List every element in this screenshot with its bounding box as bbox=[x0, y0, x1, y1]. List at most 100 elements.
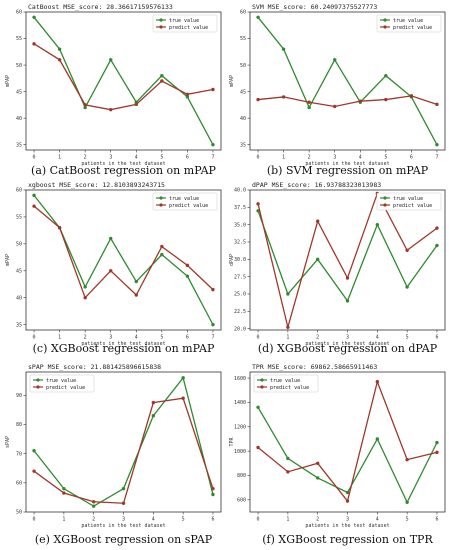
legend-label: predict value bbox=[169, 25, 208, 31]
y-axis-label: mPAP bbox=[5, 254, 11, 266]
y-tick-label: 1600 bbox=[234, 376, 246, 382]
data-point-true-value bbox=[160, 252, 164, 257]
x-tick-label: 6 bbox=[211, 517, 214, 523]
data-point-predict-value bbox=[409, 94, 414, 98]
data-point-true-value bbox=[91, 504, 96, 508]
data-point-predict-value bbox=[134, 293, 138, 297]
data-point-predict-value bbox=[375, 380, 380, 384]
figure-caption: (d) XGBoost regression on dPAP bbox=[258, 342, 438, 355]
data-point-true-value bbox=[281, 47, 286, 51]
chart-panel-4: sPAP MSE_score: 21.881425896615838 0 1 2 3 4 5… bbox=[5, 363, 222, 546]
legend-label: predict value bbox=[393, 203, 432, 209]
plot-frame bbox=[25, 189, 222, 331]
y-tick-label: 800 bbox=[237, 473, 246, 479]
series-line-true-value bbox=[33, 16, 214, 145]
legend-label: true value bbox=[393, 18, 423, 24]
data-point-true-value bbox=[83, 285, 87, 289]
data-point-true-value bbox=[185, 95, 190, 99]
x-tick-label: 5 bbox=[406, 335, 409, 341]
series-line-true-value bbox=[257, 16, 438, 145]
plot-frame bbox=[25, 371, 222, 513]
y-tick-label: 30.0 bbox=[234, 257, 246, 263]
x-tick-label: 4 bbox=[376, 517, 379, 523]
data-point-predict-value bbox=[435, 102, 439, 107]
data-point-predict-value bbox=[121, 501, 126, 505]
data-point-true-value bbox=[211, 492, 215, 497]
data-point-true-value bbox=[83, 105, 87, 110]
y-tick-label: 35 bbox=[240, 142, 246, 148]
x-tick-label: 0 bbox=[257, 335, 260, 341]
x-tick-label: 3 bbox=[346, 517, 349, 523]
data-point-predict-value bbox=[307, 100, 311, 104]
chart-panel-5: TPR MSE_score: 69862.58665911463 0 1 2 3 4 5 6 6… bbox=[229, 363, 446, 546]
data-point-true-value bbox=[286, 456, 290, 461]
y-axis-label: TPR bbox=[229, 436, 235, 446]
y-tick-label: 40.0 bbox=[234, 188, 246, 194]
chart-panel-0: CatBoost MSE_score: 28.36617159576133 0 1 2… bbox=[5, 3, 222, 177]
data-point-predict-value bbox=[256, 445, 260, 450]
data-point-predict-value bbox=[109, 269, 113, 273]
legend-box bbox=[376, 192, 442, 211]
x-tick-label: 3 bbox=[122, 517, 125, 523]
chart-title: SVM MSE_score: 60.24097375527773 bbox=[252, 3, 377, 11]
legend-marker bbox=[260, 378, 264, 382]
x-tick-label: 5 bbox=[160, 335, 163, 341]
legend-marker bbox=[159, 196, 163, 200]
y-axis-label: dPAP bbox=[229, 254, 235, 266]
y-tick-label: 60 bbox=[16, 10, 22, 16]
y-tick-label: 55 bbox=[16, 36, 22, 42]
x-tick-label: 1 bbox=[58, 155, 61, 161]
legend-box bbox=[376, 14, 442, 33]
data-point-true-value bbox=[32, 193, 36, 198]
data-point-true-value bbox=[345, 299, 350, 303]
x-tick-label: 4 bbox=[152, 517, 155, 523]
data-point-true-value bbox=[256, 405, 260, 410]
y-tick-label: 90 bbox=[16, 393, 22, 399]
legend-marker bbox=[383, 18, 387, 22]
data-point-predict-value bbox=[57, 58, 62, 62]
x-axis-label: patients in the test dataset bbox=[81, 341, 165, 347]
data-point-true-value bbox=[333, 58, 337, 62]
x-axis-label: patients in the test dataset bbox=[81, 523, 165, 529]
data-point-predict-value bbox=[384, 97, 388, 102]
series-line-predict-value bbox=[257, 379, 438, 503]
data-point-true-value bbox=[121, 486, 126, 491]
chart-title: sPAP MSE_score: 21.881425896615838 bbox=[28, 363, 161, 371]
legend-label: true value bbox=[169, 18, 199, 24]
data-point-predict-value bbox=[57, 225, 62, 230]
data-point-predict-value bbox=[109, 107, 113, 112]
data-point-predict-value bbox=[256, 202, 260, 206]
data-point-predict-value bbox=[256, 97, 260, 102]
series-line-true-value bbox=[33, 194, 214, 325]
x-tick-label: 5 bbox=[160, 155, 163, 161]
legend-marker bbox=[159, 203, 163, 207]
data-point-predict-value bbox=[151, 400, 156, 405]
data-point-true-value bbox=[57, 47, 62, 51]
y-tick-label: 50 bbox=[16, 63, 22, 69]
data-point-predict-value bbox=[315, 461, 320, 466]
legend-label: predict value bbox=[270, 385, 309, 391]
series-line-predict-value bbox=[33, 205, 214, 299]
x-tick-label: 5 bbox=[384, 155, 387, 161]
x-tick-label: 6 bbox=[186, 155, 189, 161]
data-point-predict-value bbox=[281, 95, 286, 99]
y-tick-label: 50 bbox=[16, 242, 22, 248]
legend-label: predict value bbox=[393, 25, 432, 31]
x-tick-label: 0 bbox=[257, 155, 260, 161]
chart-panel-2: xgboost MSE_score: 12.8103893243715 0 1 2 3 4… bbox=[5, 181, 222, 355]
x-tick-label: 4 bbox=[376, 335, 379, 341]
x-axis-label: patients in the test dataset bbox=[305, 161, 389, 167]
x-tick-label: 1 bbox=[58, 335, 61, 341]
x-tick-label: 1 bbox=[286, 335, 289, 341]
data-point-predict-value bbox=[160, 79, 164, 83]
x-tick-label: 3 bbox=[333, 155, 336, 161]
data-point-predict-value bbox=[286, 470, 290, 474]
legend-label: true value bbox=[270, 378, 300, 384]
x-tick-label: 2 bbox=[84, 155, 87, 161]
figure-caption: (b) SVM regression on mPAP bbox=[267, 164, 429, 177]
data-point-true-value bbox=[211, 322, 215, 327]
y-tick-label: 70 bbox=[16, 451, 22, 457]
